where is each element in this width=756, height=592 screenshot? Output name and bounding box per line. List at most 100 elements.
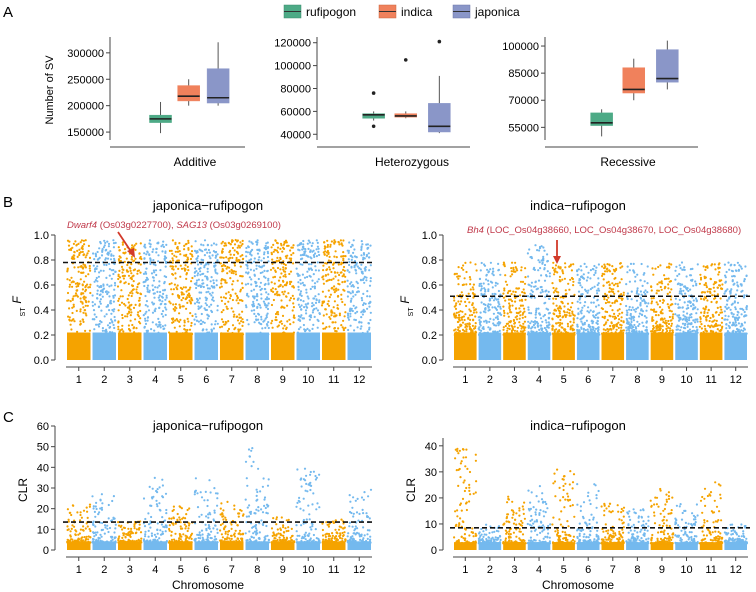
data-point: [186, 317, 189, 320]
data-point: [296, 331, 299, 334]
data-point: [229, 293, 232, 297]
data-point: [487, 270, 490, 273]
data-point: [630, 315, 633, 318]
data-point: [568, 309, 571, 312]
data-point: [234, 273, 238, 276]
data-point: [360, 245, 363, 248]
data-point: [468, 325, 471, 328]
data-point: [106, 304, 110, 307]
data-point: [241, 286, 244, 289]
data-point: [362, 303, 365, 307]
data-point: [587, 306, 590, 309]
data-point: [279, 247, 282, 250]
data-point: [111, 538, 114, 541]
data-point: [742, 296, 746, 299]
data-point: [112, 495, 115, 498]
data-point: [678, 292, 681, 295]
data-point: [510, 261, 514, 264]
data-point: [148, 239, 151, 242]
data-point: [505, 332, 508, 335]
data-point: [452, 313, 456, 316]
data-point: [165, 296, 168, 299]
data-point: [103, 263, 106, 266]
data-point: [663, 277, 667, 281]
data-point: [129, 541, 132, 544]
data-point: [291, 294, 294, 297]
data-point: [520, 327, 523, 330]
data-point: [265, 246, 268, 249]
data-point: [468, 308, 471, 311]
data-point: [155, 251, 158, 254]
data-point: [642, 325, 645, 328]
data-point: [158, 280, 161, 283]
data-point: [84, 304, 87, 307]
data-point: [112, 296, 115, 299]
data-point: [202, 244, 205, 247]
data-point: [136, 291, 139, 295]
y-tick-label: 150000: [67, 127, 104, 139]
data-point: [260, 293, 263, 296]
data-point: [491, 281, 494, 284]
data-point: [132, 260, 135, 263]
data-point: [284, 273, 287, 276]
data-point: [197, 540, 201, 543]
data-point: [104, 526, 107, 529]
data-point: [144, 304, 147, 307]
data-point: [181, 527, 184, 530]
data-point: [162, 289, 165, 292]
data-point: [132, 306, 136, 309]
data-point: [530, 257, 534, 260]
data-point: [341, 300, 344, 304]
data-point: [270, 281, 273, 284]
data-point: [301, 273, 304, 276]
data-point: [652, 333, 655, 336]
data-point: [650, 308, 653, 311]
data-point: [313, 285, 316, 288]
data-point: [92, 309, 96, 312]
data-point: [230, 537, 233, 541]
data-point: [303, 328, 306, 331]
data-point: [262, 264, 266, 267]
data-point: [213, 262, 216, 265]
data-point: [247, 245, 250, 248]
data-point: [609, 304, 612, 307]
data-point: [198, 515, 201, 518]
data-point: [85, 535, 88, 538]
data-point: [597, 277, 600, 280]
data-point: [633, 308, 636, 311]
data-point: [271, 287, 274, 290]
data-point: [365, 255, 368, 258]
data-point: [180, 299, 183, 302]
data-point: [700, 291, 704, 294]
data-point: [641, 299, 644, 302]
data-point: [695, 312, 698, 315]
data-point: [245, 260, 248, 263]
data-point: [173, 538, 176, 541]
data-point: [528, 248, 531, 251]
data-point: [477, 327, 480, 330]
data-point: [147, 523, 151, 526]
data-point: [510, 311, 513, 314]
data-point: [628, 305, 631, 309]
data-point: [214, 323, 217, 326]
data-point: [144, 319, 147, 322]
data-point: [628, 326, 631, 330]
data-point: [611, 282, 614, 285]
data-point: [88, 503, 92, 506]
data-point: [603, 324, 606, 327]
data-point: [712, 333, 715, 336]
data-point: [580, 269, 583, 272]
data-point: [361, 310, 364, 313]
data-point: [569, 263, 573, 266]
data-point: [125, 257, 128, 260]
data-point: [342, 251, 345, 254]
x-tick-label: 6: [203, 374, 209, 386]
data-point: [157, 242, 160, 245]
data-point: [153, 329, 156, 332]
data-point: [519, 324, 522, 327]
data-point: [567, 308, 570, 311]
data-point: [691, 325, 695, 328]
data-point: [126, 306, 129, 309]
data-point: [241, 275, 244, 278]
x-tick-label: 1: [76, 374, 82, 386]
